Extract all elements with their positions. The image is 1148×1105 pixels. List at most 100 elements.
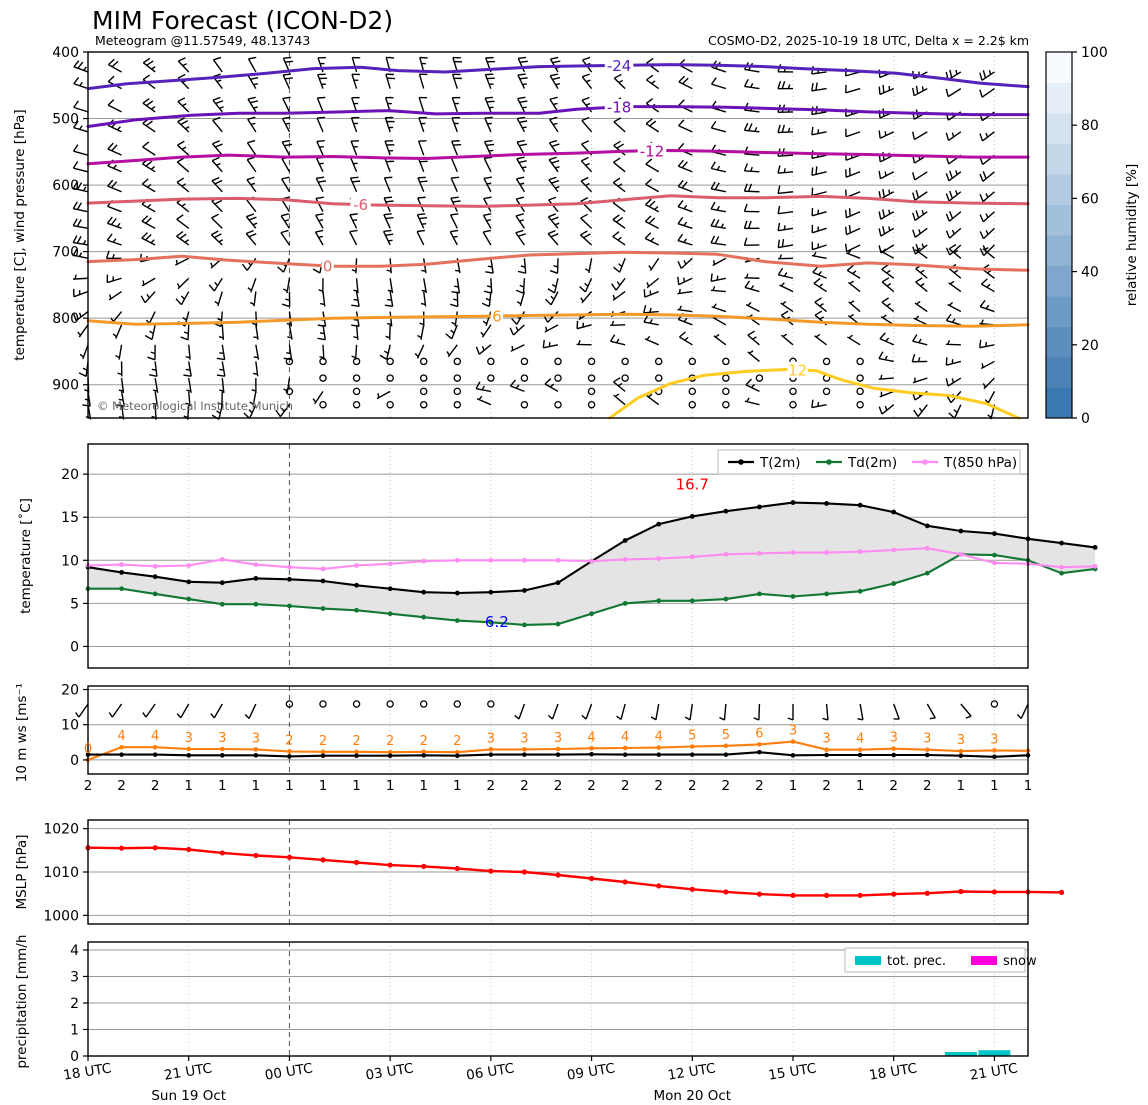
wind-barb-calm bbox=[419, 700, 428, 708]
wind-barb bbox=[825, 703, 829, 721]
x-tick-label: 00 UTC bbox=[264, 1060, 314, 1083]
series-point bbox=[857, 588, 863, 594]
wind-barb-calm bbox=[386, 700, 394, 708]
mslp-point bbox=[421, 863, 427, 869]
mslp-y-tick: 1020 bbox=[43, 822, 79, 838]
gust-label: 3 bbox=[990, 732, 998, 747]
series-point bbox=[522, 557, 527, 563]
series-point bbox=[723, 508, 729, 514]
series-point bbox=[891, 547, 897, 553]
series-point bbox=[924, 570, 930, 576]
precip-y-tick: 3 bbox=[70, 969, 79, 985]
x-tick-label: 15 UTC bbox=[767, 1060, 817, 1083]
gust-label: 3 bbox=[554, 731, 562, 746]
mslp-point bbox=[286, 854, 293, 860]
ws-point bbox=[287, 754, 292, 759]
wind-barb bbox=[551, 703, 559, 720]
series-point bbox=[454, 557, 460, 563]
profile-y-tick: 400 bbox=[52, 45, 79, 61]
ws-label: 2 bbox=[554, 778, 563, 794]
wind-barb bbox=[655, 703, 660, 720]
ws-label: 2 bbox=[654, 778, 663, 794]
series-point bbox=[723, 551, 729, 557]
gust-label: 3 bbox=[520, 731, 528, 746]
x-tick-label: 21 UTC bbox=[969, 1060, 1019, 1083]
gust-point bbox=[555, 746, 561, 752]
ws-point bbox=[824, 752, 829, 758]
ws-point bbox=[992, 754, 997, 760]
series-point bbox=[488, 619, 494, 625]
ws-point bbox=[689, 752, 695, 757]
contour-line bbox=[86, 312, 1030, 328]
wind-barb bbox=[1020, 703, 1029, 719]
colorbar-tick: 20 bbox=[1081, 338, 1099, 354]
series-point bbox=[824, 550, 829, 555]
mslp-point bbox=[689, 886, 695, 892]
series-point bbox=[924, 523, 930, 529]
series-point bbox=[857, 549, 863, 555]
series-point bbox=[622, 538, 628, 543]
wind-barb bbox=[893, 703, 900, 720]
gust-label: 2 bbox=[386, 734, 394, 749]
min-temp-annotation: 6.2 bbox=[485, 613, 509, 631]
series-point bbox=[824, 591, 829, 597]
gust-label: 4 bbox=[856, 732, 864, 747]
wind-barb-calm bbox=[352, 700, 361, 708]
ws-point bbox=[958, 753, 964, 758]
wind-barb-calm bbox=[453, 700, 462, 708]
gust-point bbox=[924, 747, 930, 753]
profile-y-tick: 800 bbox=[52, 311, 79, 327]
max-temp-annotation: 16.7 bbox=[676, 476, 709, 494]
temp-y-tick: 20 bbox=[61, 467, 79, 483]
ws-point bbox=[488, 752, 494, 757]
wind-panel: 0 4 4 3 3 3 2 2 2 2 2 2 3 3 3 4 4 4 5 5 6 3 3 4 3 3 3 3 2 2 2 1 1 1 1 1 1 1 1 1… bbox=[0, 682, 1148, 812]
temp-y-tick: 0 bbox=[70, 639, 79, 655]
x-tick-label: 03 UTC bbox=[364, 1060, 414, 1083]
colorbar-tick: 100 bbox=[1081, 45, 1108, 61]
contour-label: 12 bbox=[788, 361, 807, 379]
precip-y-tick: 4 bbox=[70, 943, 79, 959]
series-point bbox=[757, 551, 762, 556]
gust-label: 3 bbox=[218, 731, 226, 746]
series-point bbox=[656, 598, 662, 604]
ws-point bbox=[924, 752, 930, 758]
contour-line bbox=[86, 63, 1030, 91]
series-point bbox=[253, 576, 259, 581]
precip-y-tick: 1 bbox=[70, 1022, 79, 1038]
wind-barb-calm bbox=[319, 700, 327, 708]
ws-point bbox=[790, 753, 796, 758]
ws-label: 1 bbox=[352, 778, 361, 794]
ws-point bbox=[522, 752, 527, 757]
series-point bbox=[253, 562, 259, 568]
mslp-point bbox=[1058, 889, 1065, 895]
series-point bbox=[1059, 540, 1064, 546]
ws-point bbox=[186, 753, 192, 758]
series-point bbox=[656, 556, 662, 561]
ws-label: 1 bbox=[184, 778, 193, 794]
series-point bbox=[555, 557, 561, 563]
profile-y-tick: 900 bbox=[52, 378, 79, 394]
series-point bbox=[757, 504, 762, 510]
precip-bar bbox=[978, 1050, 1011, 1056]
colorbar-tick: 0 bbox=[1081, 411, 1090, 427]
series-point bbox=[656, 521, 662, 527]
gust-label: 3 bbox=[822, 732, 830, 747]
gust-point bbox=[421, 749, 427, 755]
gust-point bbox=[152, 744, 158, 750]
x-tick-label: 12 UTC bbox=[667, 1060, 717, 1083]
precip-y-tick: 2 bbox=[70, 996, 79, 1012]
series-point bbox=[689, 598, 695, 604]
series-point bbox=[387, 561, 393, 567]
colorbar-segment bbox=[1046, 82, 1072, 114]
series-point bbox=[186, 563, 192, 568]
wind-barb bbox=[926, 703, 936, 719]
mslp-point bbox=[454, 865, 460, 872]
legend-label: tot. prec. bbox=[887, 954, 946, 969]
mslp-point bbox=[991, 889, 998, 895]
ws-label: 2 bbox=[520, 778, 529, 794]
wind-barb bbox=[689, 703, 693, 720]
series-point bbox=[488, 557, 494, 563]
series-point bbox=[287, 576, 292, 582]
gust-point bbox=[320, 749, 326, 755]
series-point bbox=[891, 509, 897, 515]
